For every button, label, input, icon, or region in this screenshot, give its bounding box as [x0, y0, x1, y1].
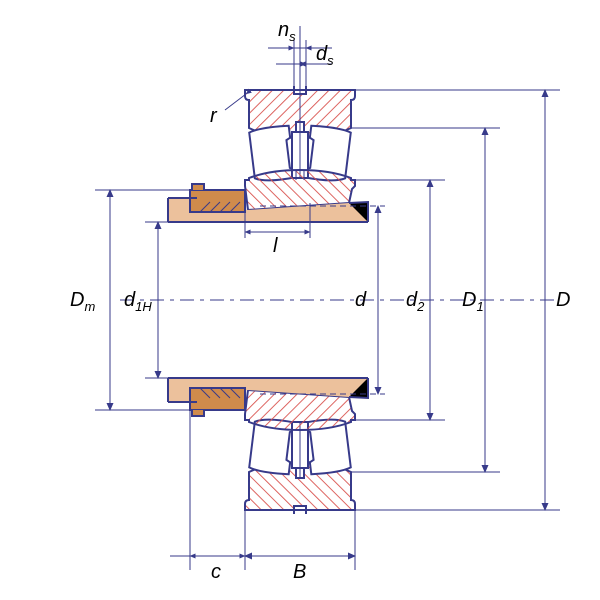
label-ds: ds	[316, 43, 334, 68]
label-r: r	[210, 105, 218, 127]
bearing-cross-section-diagram: ns ds r l Dm d1H d d2 D1 D c B	[0, 0, 600, 600]
label-d: d	[355, 289, 367, 311]
label-ns: ns	[278, 19, 296, 44]
label-Dm: Dm	[70, 289, 95, 314]
label-D1: D1	[462, 289, 484, 314]
label-B: B	[293, 561, 306, 583]
label-D: D	[556, 289, 570, 311]
label-c: c	[211, 561, 221, 583]
label-l: l	[273, 235, 278, 257]
label-d1H: d1H	[124, 289, 152, 314]
label-d2: d2	[406, 289, 425, 314]
